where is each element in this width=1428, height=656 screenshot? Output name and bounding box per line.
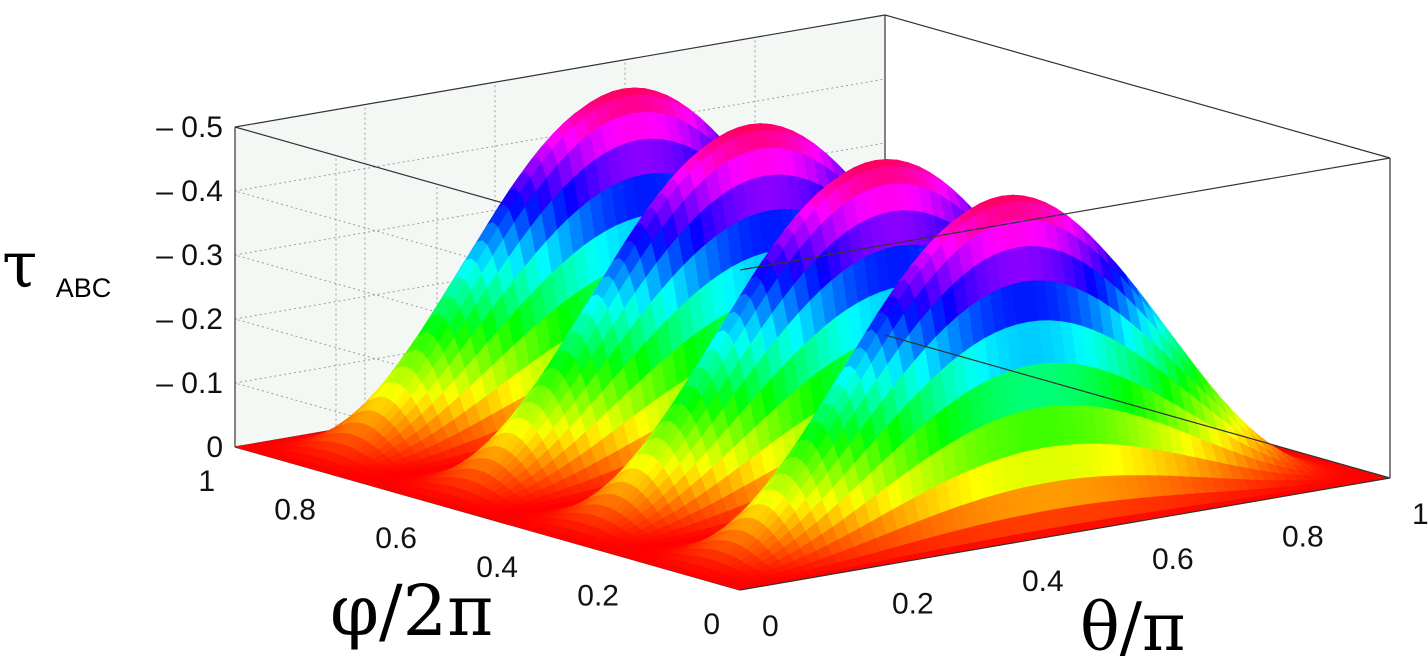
- surface: [234, 87, 1391, 591]
- axes-edge: [234, 14, 886, 128]
